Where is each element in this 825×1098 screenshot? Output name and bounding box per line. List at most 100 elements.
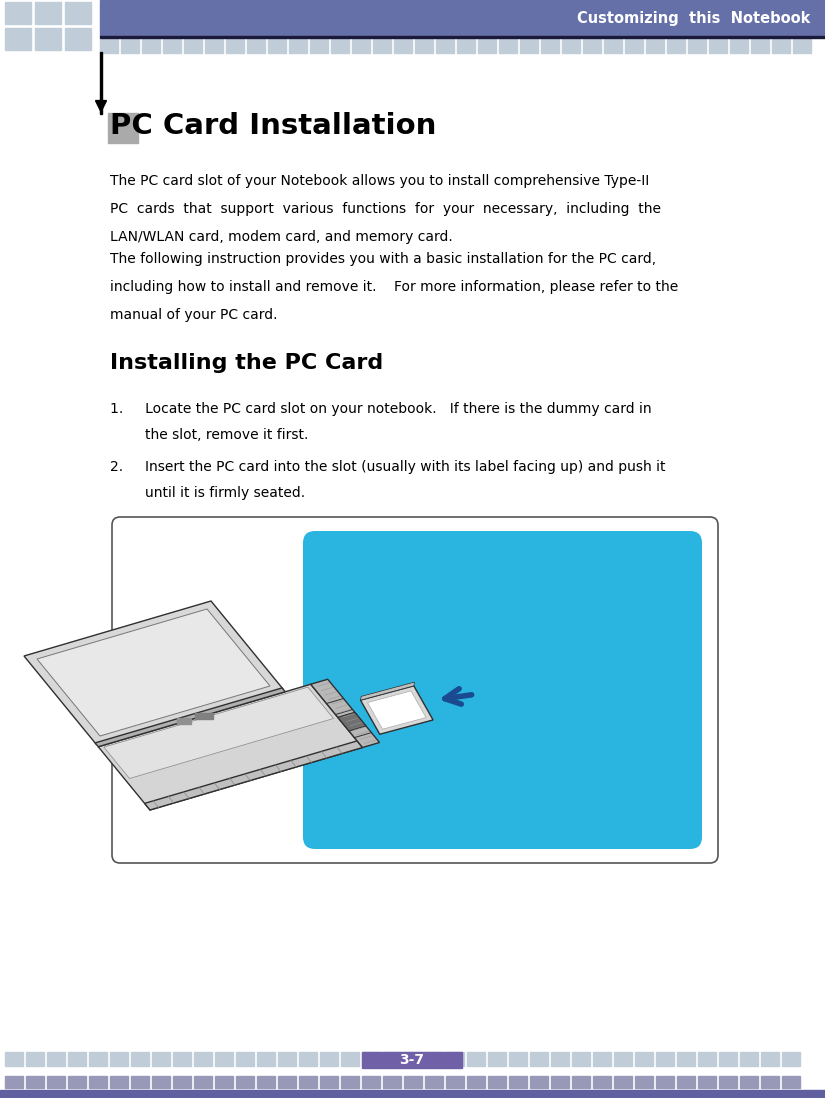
Bar bbox=[131, 1076, 149, 1088]
Bar bbox=[310, 40, 328, 53]
Bar bbox=[320, 1052, 338, 1066]
Bar bbox=[194, 1076, 212, 1088]
Text: PC  cards  that  support  various  functions  for  your  necessary,  including  : PC cards that support various functions … bbox=[110, 202, 661, 216]
Bar bbox=[562, 40, 580, 53]
Bar bbox=[257, 1076, 275, 1088]
Bar bbox=[89, 1052, 107, 1066]
Bar bbox=[142, 40, 160, 53]
Bar bbox=[121, 40, 139, 53]
Bar bbox=[415, 40, 433, 53]
Bar bbox=[100, 52, 102, 114]
Bar bbox=[184, 40, 202, 53]
Bar bbox=[100, 0, 825, 36]
Bar bbox=[740, 1076, 758, 1088]
Polygon shape bbox=[311, 680, 380, 748]
Bar bbox=[646, 40, 664, 53]
Bar bbox=[341, 1076, 359, 1088]
Bar bbox=[635, 1076, 653, 1088]
Bar bbox=[667, 40, 685, 53]
Bar bbox=[394, 40, 412, 53]
Bar bbox=[131, 1052, 149, 1066]
Bar bbox=[68, 1052, 86, 1066]
Bar bbox=[110, 1076, 128, 1088]
Bar bbox=[593, 1052, 611, 1066]
Polygon shape bbox=[95, 688, 285, 747]
Text: including how to install and remove it.    For more information, please refer to: including how to install and remove it. … bbox=[110, 280, 678, 294]
Bar bbox=[761, 1076, 779, 1088]
Bar bbox=[236, 1076, 254, 1088]
Polygon shape bbox=[361, 682, 414, 701]
Polygon shape bbox=[337, 713, 366, 731]
Bar bbox=[5, 1052, 23, 1066]
Bar bbox=[331, 40, 349, 53]
Bar bbox=[5, 1076, 23, 1088]
Text: The following instruction provides you with a basic installation for the PC card: The following instruction provides you w… bbox=[110, 253, 656, 266]
Bar bbox=[572, 1076, 590, 1088]
Bar bbox=[215, 1052, 233, 1066]
Bar bbox=[299, 1052, 317, 1066]
Text: manual of your PC card.: manual of your PC card. bbox=[110, 309, 277, 322]
FancyBboxPatch shape bbox=[303, 531, 702, 849]
Bar bbox=[677, 1076, 695, 1088]
Bar bbox=[782, 1076, 800, 1088]
Polygon shape bbox=[104, 687, 333, 778]
Polygon shape bbox=[24, 601, 283, 744]
Bar bbox=[247, 40, 265, 53]
Bar bbox=[47, 1052, 65, 1066]
Bar bbox=[698, 1052, 716, 1066]
Bar bbox=[362, 1052, 380, 1066]
Bar bbox=[520, 40, 538, 53]
Bar bbox=[488, 1052, 506, 1066]
Text: until it is firmly seated.: until it is firmly seated. bbox=[110, 486, 305, 500]
Polygon shape bbox=[98, 684, 362, 810]
Bar bbox=[656, 1076, 674, 1088]
Bar bbox=[108, 113, 138, 143]
Bar bbox=[362, 1076, 380, 1088]
Bar bbox=[177, 718, 191, 725]
Bar bbox=[614, 1052, 632, 1066]
Bar bbox=[751, 40, 769, 53]
Bar bbox=[152, 1076, 170, 1088]
Bar bbox=[782, 1052, 800, 1066]
Bar bbox=[730, 40, 748, 53]
Bar bbox=[278, 1076, 296, 1088]
Polygon shape bbox=[367, 691, 426, 729]
Text: 3-7: 3-7 bbox=[399, 1053, 425, 1067]
Bar bbox=[26, 1052, 44, 1066]
Bar bbox=[593, 1076, 611, 1088]
Bar bbox=[383, 1052, 401, 1066]
Text: The PC card slot of your Notebook allows you to install comprehensive Type-II: The PC card slot of your Notebook allows… bbox=[110, 173, 649, 188]
Bar bbox=[688, 40, 706, 53]
Bar bbox=[614, 1076, 632, 1088]
Text: LAN/WLAN card, modem card, and memory card.: LAN/WLAN card, modem card, and memory ca… bbox=[110, 229, 453, 244]
Text: Customizing  this  Notebook: Customizing this Notebook bbox=[577, 11, 810, 25]
Bar bbox=[740, 1052, 758, 1066]
Bar bbox=[215, 1076, 233, 1088]
Bar bbox=[604, 40, 622, 53]
Bar bbox=[100, 40, 118, 53]
Bar bbox=[65, 29, 91, 51]
Bar bbox=[352, 40, 370, 53]
Bar bbox=[278, 1052, 296, 1066]
Bar bbox=[772, 40, 790, 53]
Bar bbox=[478, 40, 496, 53]
FancyBboxPatch shape bbox=[112, 517, 718, 863]
Bar bbox=[341, 1052, 359, 1066]
Bar bbox=[173, 1052, 191, 1066]
Bar bbox=[320, 1076, 338, 1088]
Bar bbox=[499, 40, 517, 53]
Bar bbox=[383, 1076, 401, 1088]
Bar bbox=[709, 40, 727, 53]
Bar bbox=[530, 1076, 548, 1088]
Bar bbox=[635, 1052, 653, 1066]
Bar bbox=[467, 1052, 485, 1066]
Bar bbox=[47, 1076, 65, 1088]
Bar bbox=[425, 1076, 443, 1088]
Bar bbox=[173, 1076, 191, 1088]
Bar bbox=[257, 1052, 275, 1066]
Bar bbox=[551, 1052, 569, 1066]
Bar bbox=[26, 1076, 44, 1088]
Bar bbox=[5, 29, 31, 51]
Bar bbox=[551, 1076, 569, 1088]
Bar bbox=[89, 1076, 107, 1088]
